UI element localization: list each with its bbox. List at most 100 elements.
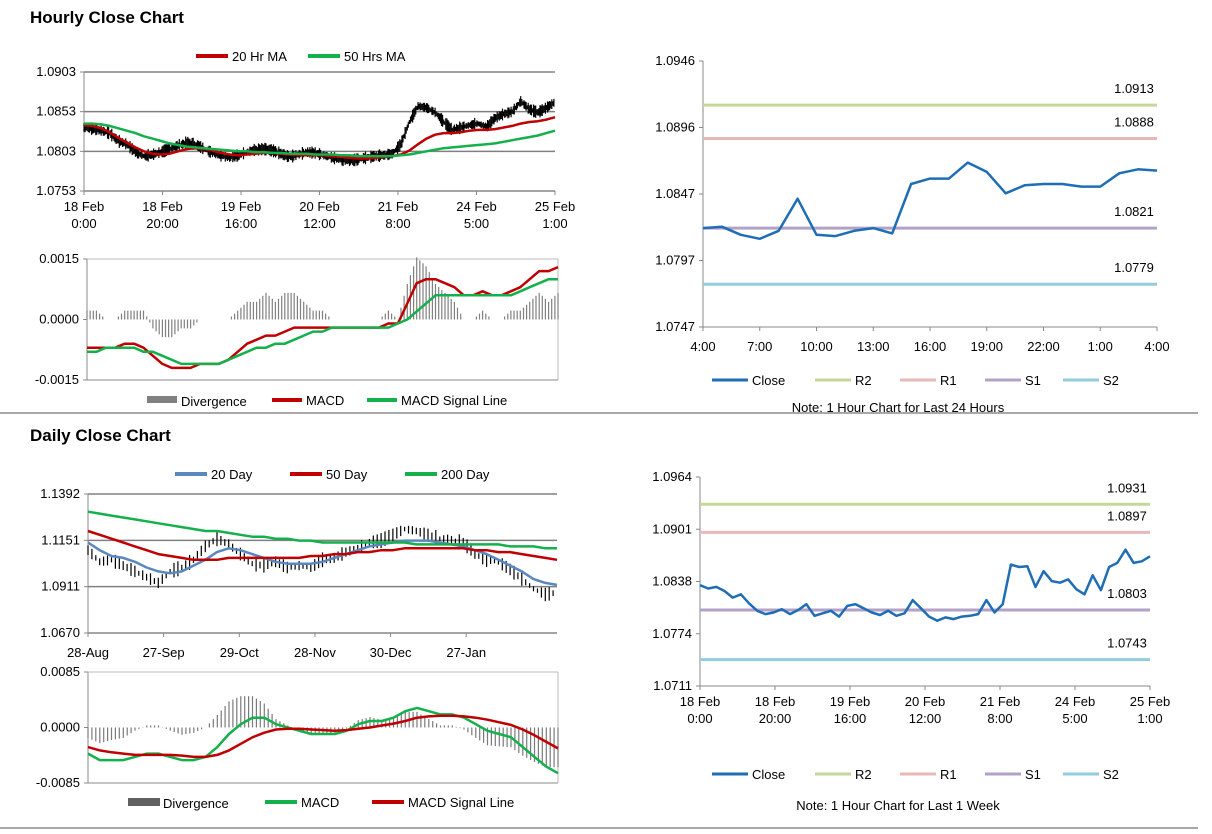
hourly-24h-ytick-label: 1.0896 <box>655 120 695 135</box>
weekly-xtick-label: 18 Feb <box>755 694 795 709</box>
hourly-macd-legend-swatch <box>147 396 177 403</box>
weekly-ytick-label: 1.0964 <box>652 469 692 484</box>
hourly-24h-ytick-label: 1.0747 <box>655 319 695 334</box>
weekly-xtick-label: 20:00 <box>759 711 792 726</box>
hourly-price-xtick-label: 16:00 <box>225 216 258 231</box>
daily-price-ytick-label: 1.0670 <box>40 625 80 640</box>
daily-macd-ytick-label: 0.0000 <box>40 720 80 735</box>
daily-macd-legend-swatch <box>128 798 160 806</box>
daily-price-ytick-label: 1.1151 <box>41 532 80 547</box>
daily-section-title: Daily Close Chart <box>30 426 171 445</box>
weekly-legend-label: S2 <box>1103 767 1119 782</box>
daily-macd-ytick-label: 0.0085 <box>40 664 80 679</box>
hourly-24h-xtick-label: 4:00 <box>1144 339 1169 354</box>
hourly-macd-legend-label: MACD Signal Line <box>401 393 507 408</box>
weekly-xtick-label: 8:00 <box>987 711 1012 726</box>
hourly-price-ytick-label: 1.0803 <box>36 143 76 158</box>
hourly-24h-ytick-label: 1.0797 <box>655 253 695 268</box>
weekly-ytick-label: 1.0838 <box>652 574 692 589</box>
hourly-24h-level-s2-label: 1.0779 <box>1114 260 1154 275</box>
hourly-price-ytick-label: 1.0753 <box>36 183 76 198</box>
daily-price-xtick-label: 30-Dec <box>370 645 412 660</box>
weekly-close-line <box>699 548 1151 622</box>
hourly-24h-xtick-label: 1:00 <box>1088 339 1113 354</box>
weekly-xtick-label: 24 Feb <box>1055 694 1095 709</box>
hourly-price-ytick-label: 1.0903 <box>36 64 76 79</box>
hourly-macd-legend-label: MACD <box>306 393 344 408</box>
hourly-24h-legend-label: S2 <box>1103 373 1119 388</box>
hourly-price-xtick-label: 19 Feb <box>221 199 261 214</box>
weekly-note: Note: 1 Hour Chart for Last 1 Week <box>796 798 1000 813</box>
weekly-legend-label: S1 <box>1025 767 1041 782</box>
hourly-price-xtick-label: 5:00 <box>464 216 489 231</box>
daily-macd-legend-label: Divergence <box>163 796 229 811</box>
hourly-price-legend-label: 50 Hrs MA <box>344 49 406 64</box>
daily-price-xtick-label: 29-Oct <box>220 645 259 660</box>
daily-price-xtick-label: 28-Nov <box>294 645 336 660</box>
daily-macd-ytick-label: -0.0085 <box>36 775 80 790</box>
hourly-price-xtick-label: 20 Feb <box>299 199 339 214</box>
weekly-xtick-label: 1:00 <box>1137 711 1162 726</box>
weekly-xtick-label: 18 Feb <box>680 694 720 709</box>
hourly-24h-legend-label: S1 <box>1025 373 1041 388</box>
hourly-price-xtick-label: 21 Feb <box>378 199 418 214</box>
hourly-price-legend-label: 20 Hr MA <box>232 49 287 64</box>
hourly-price-ytick-label: 1.0853 <box>36 104 76 119</box>
hourly-24h-legend-label: Close <box>752 373 785 388</box>
hourly-24h-legend-label: R1 <box>940 373 957 388</box>
series-20-day-line <box>87 539 558 587</box>
hourly-24h-ytick-label: 1.0946 <box>655 53 695 68</box>
daily-price-xtick-label: 27-Sep <box>143 645 185 660</box>
weekly-xtick-label: 5:00 <box>1062 711 1087 726</box>
hourly-macd-ytick-label: -0.0015 <box>35 372 79 387</box>
hourly-24h-ytick-label: 1.0847 <box>655 186 695 201</box>
weekly-legend-label: Close <box>752 767 785 782</box>
series-hourly-macd-signal-line <box>87 277 558 366</box>
hourly-price-xtick-label: 8:00 <box>385 216 410 231</box>
weekly-xtick-label: 12:00 <box>909 711 942 726</box>
weekly-ytick-label: 1.0711 <box>653 678 692 693</box>
daily-price-legend-label: 200 Day <box>441 467 490 482</box>
hourly-price-xtick-label: 0:00 <box>71 216 96 231</box>
hourly-24h-xtick-label: 10:00 <box>800 339 833 354</box>
daily-price-xtick-label: 28-Aug <box>67 645 109 660</box>
daily-price-ytick-label: 1.0911 <box>41 579 80 594</box>
hourly-price-xtick-label: 20:00 <box>146 216 179 231</box>
weekly-xtick-label: 16:00 <box>834 711 867 726</box>
weekly-xtick-label: 21 Feb <box>980 694 1020 709</box>
hourly-macd-legend-label: Divergence <box>181 394 247 409</box>
weekly-legend-label: R2 <box>855 767 872 782</box>
daily-price-legend-label: 50 Day <box>326 467 368 482</box>
hourly-24h-level-s1-label: 1.0821 <box>1114 204 1154 219</box>
hourly-24h-note: Note: 1 Hour Chart for Last 24 Hours <box>792 400 1005 415</box>
hourly-macd-ytick-label: 0.0015 <box>39 251 79 266</box>
hourly-24h-level-r1-label: 1.0888 <box>1114 115 1154 130</box>
hourly-macd-ytick-label: 0.0000 <box>39 312 79 327</box>
series-50hrs-ma-line <box>84 122 556 158</box>
hourly-price-xtick-label: 25 Feb <box>535 199 575 214</box>
series-hourly-macd-line <box>87 265 559 370</box>
daily-price-ytick-label: 1.1392 <box>40 486 80 501</box>
hourly-24h-xtick-label: 16:00 <box>914 339 947 354</box>
hourly-24h-xtick-label: 19:00 <box>970 339 1003 354</box>
series-daily-macd-signal-line <box>87 714 559 759</box>
hourly-24h-xtick-label: 13:00 <box>857 339 890 354</box>
weekly-legend-label: R1 <box>940 767 957 782</box>
series-50-day-line <box>87 529 558 562</box>
weekly-xtick-label: 19 Feb <box>830 694 870 709</box>
hourly-24h-legend-label: R2 <box>855 373 872 388</box>
weekly-xtick-label: 25 Feb <box>1130 694 1170 709</box>
hourly-price-xtick-label: 1:00 <box>542 216 567 231</box>
hourly-24h-xtick-label: 22:00 <box>1027 339 1060 354</box>
daily-price-legend-label: 20 Day <box>211 467 253 482</box>
hourly-price-xtick-label: 18 Feb <box>142 199 182 214</box>
weekly-xtick-label: 20 Feb <box>905 694 945 709</box>
weekly-level-r2-label: 1.0931 <box>1107 480 1147 495</box>
hourly-24h-xtick-label: 4:00 <box>690 339 715 354</box>
series-200-day-line <box>87 510 557 550</box>
weekly-xtick-label: 0:00 <box>687 711 712 726</box>
daily-macd-legend-label: MACD Signal Line <box>408 795 514 810</box>
weekly-ytick-label: 1.0901 <box>652 521 692 536</box>
weekly-level-s2-label: 1.0743 <box>1107 636 1147 651</box>
